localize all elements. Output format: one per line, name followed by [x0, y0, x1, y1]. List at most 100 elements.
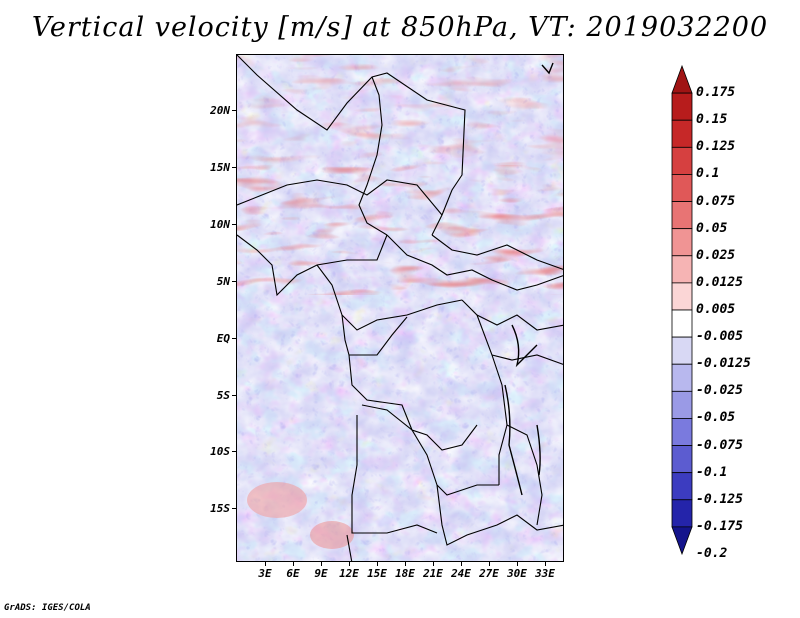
lat-tick: [232, 451, 236, 452]
coast-ne: [541, 62, 554, 75]
colorbar-label: 0.1: [696, 166, 720, 182]
colorbar-label: -0.05: [696, 410, 736, 426]
colorbar-segment: [671, 526, 693, 556]
colorbar-segment: [671, 499, 693, 528]
border-gabon: [341, 314, 408, 356]
lon-label-3e: 3E: [258, 567, 272, 580]
colorbar-label: 0.175: [696, 85, 736, 101]
border-sudan: [431, 234, 563, 270]
colorbar-segment: [671, 418, 693, 446]
colorbar-segment: [671, 146, 693, 175]
colorbar-label: 0.05: [696, 220, 728, 236]
colorbar-label: 0.005: [696, 302, 736, 317]
border-car-sudan: [386, 234, 563, 291]
country-borders: [237, 55, 563, 561]
footer-credit: GrADS: IGES/COLA: [4, 603, 91, 613]
colorbar-segment: [671, 174, 693, 202]
lon-tick: [461, 562, 462, 566]
lat-label-10n: 10N: [210, 218, 230, 231]
field-red-north: [237, 55, 563, 165]
lon-tick: [349, 562, 350, 566]
lon-label-24e: 24E: [451, 567, 471, 580]
colorbar-label: -0.1: [696, 464, 728, 480]
lat-tick: [232, 110, 236, 111]
lat-tick: [232, 167, 236, 168]
colorbar-label: -0.075: [696, 437, 743, 453]
colorbar-segment: [671, 119, 693, 148]
lon-label-33e: 33E: [535, 567, 555, 580]
lat-label-5s: 5S: [216, 389, 230, 402]
colorbar-label: -0.2: [696, 546, 728, 561]
border-tanzania: [506, 424, 543, 526]
border-angola: [351, 415, 438, 534]
colorbar-segment: [671, 64, 693, 94]
colorbar-label: 0.125: [696, 139, 736, 155]
lat-tick: [232, 281, 236, 282]
lat-tick: [232, 224, 236, 225]
vertical-velocity-field: [237, 55, 563, 561]
border-east: [461, 299, 563, 331]
border-niger-chad: [358, 76, 388, 236]
lat-label-15s: 15S: [210, 502, 230, 515]
border-sahel: [237, 179, 443, 216]
lat-label-5n: 5N: [216, 275, 230, 288]
lake-malawi: [536, 424, 541, 476]
colorbar-label: 0.15: [696, 112, 728, 128]
colorbar-label: -0.0125: [696, 356, 751, 372]
colorbar-label: -0.005: [696, 329, 743, 345]
colorbar-segment: [671, 228, 693, 257]
colorbar: [671, 64, 693, 556]
lon-label-21e: 21E: [423, 567, 443, 580]
field-red-band: [237, 165, 563, 295]
lon-tick: [433, 562, 434, 566]
border-angola-north: [361, 404, 499, 496]
field-red-patch-sw: [247, 482, 307, 518]
lon-tick: [321, 562, 322, 566]
chart-title: Vertical velocity [m/s] at 850hPa, VT: 2…: [31, 12, 769, 43]
border-namibia: [346, 534, 353, 561]
border-rift: [476, 314, 508, 485]
colorbar-segment: [671, 282, 693, 311]
lon-label-12e: 12E: [339, 567, 359, 580]
colorbar-label: -0.125: [696, 491, 743, 507]
lon-tick: [405, 562, 406, 566]
lon-label-6e: 6E: [286, 567, 300, 580]
lat-label-eq: EQ: [216, 332, 230, 345]
colorbar-segment: [671, 390, 693, 419]
colorbar-segment: [671, 336, 693, 365]
lake-tanganyika: [504, 384, 523, 496]
border-gulf: [237, 234, 388, 297]
lon-tick: [489, 562, 490, 566]
colorbar-segment: [671, 255, 693, 284]
border-sahara: [237, 55, 466, 236]
lon-label-27e: 27E: [479, 567, 499, 580]
colorbar-segment: [671, 472, 693, 501]
lat-tick: [232, 508, 236, 509]
colorbar-segment: [671, 92, 693, 121]
map-panel: [236, 54, 564, 562]
lon-label-30e: 30E: [507, 567, 527, 580]
colorbar-label: -0.175: [696, 518, 743, 534]
lakes-coast: [504, 62, 554, 496]
lat-label-20n: 20N: [210, 104, 230, 117]
lon-tick: [545, 562, 546, 566]
lake-outline: [511, 324, 538, 368]
lon-tick: [517, 562, 518, 566]
colorbar-label: 0.0125: [696, 274, 743, 290]
lat-tick: [232, 338, 236, 339]
colorbar-segment: [671, 309, 693, 338]
border-cameroon: [316, 264, 463, 331]
lat-label-15n: 15N: [210, 161, 230, 174]
colorbar-segment: [671, 201, 693, 230]
lat-tick: [232, 395, 236, 396]
lon-tick: [293, 562, 294, 566]
colorbar-label: 0.025: [696, 247, 736, 263]
lat-label-10s: 10S: [210, 445, 230, 458]
colorbar-label: 0.075: [696, 193, 736, 209]
colorbar-label: -0.025: [696, 383, 743, 399]
border-zambia: [436, 484, 563, 546]
colorbar-segment: [671, 445, 693, 474]
field-red-patch-s: [310, 521, 354, 549]
colorbar-segment: [671, 363, 693, 392]
lon-tick: [377, 562, 378, 566]
